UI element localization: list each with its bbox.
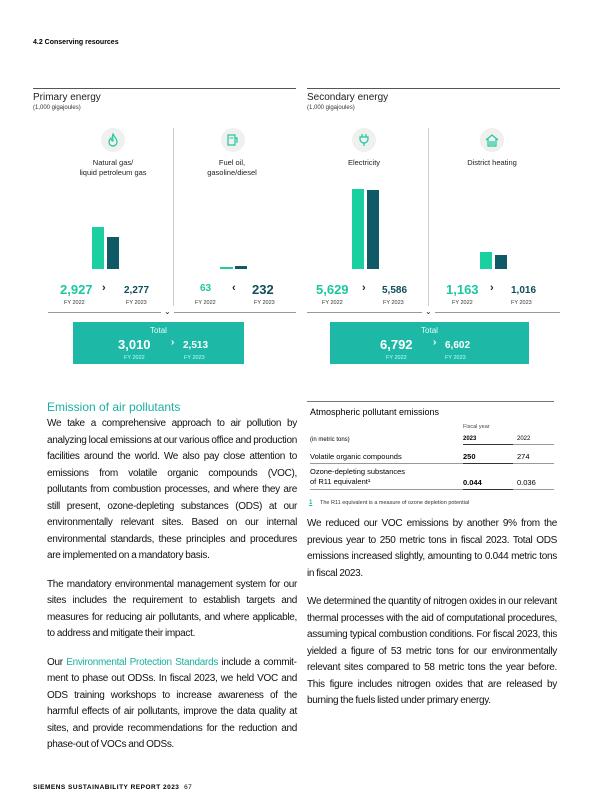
pollutant-table: (in metric tons) 2023 2022 Volatile orga… bbox=[310, 434, 554, 490]
comparison-arrow: ‹ bbox=[232, 282, 236, 294]
fy-label: FY 2022 bbox=[124, 355, 145, 361]
divider bbox=[173, 128, 174, 306]
fy-label: FY 2023 bbox=[511, 300, 532, 306]
panel-title: Secondary energy bbox=[307, 92, 389, 103]
total-fy2023: 6,602 bbox=[445, 340, 471, 351]
bar-fy2022 bbox=[92, 227, 104, 269]
table-header-row: (in metric tons) 2023 2022 bbox=[310, 434, 554, 445]
total-label: Total bbox=[150, 326, 167, 335]
total-label: Total bbox=[421, 326, 438, 335]
footnote: The R11 equivalent is a measure of ozone… bbox=[320, 500, 470, 506]
fy-label: FY 2022 bbox=[452, 300, 473, 306]
house-heating-icon bbox=[480, 128, 504, 152]
paragraph: Our Environmental Protection Standards i… bbox=[47, 655, 297, 754]
category-label: District heating bbox=[467, 158, 517, 167]
comparison-arrow: › bbox=[490, 282, 494, 294]
bar-fy2023 bbox=[235, 265, 247, 269]
right-column: We reduced our VOC emissions by another … bbox=[307, 516, 557, 722]
comparison-arrow: › bbox=[171, 337, 175, 348]
value-2022: 274 bbox=[513, 444, 554, 464]
fuel-pump-icon bbox=[221, 128, 245, 152]
left-column: We take a comprehensive approach to air … bbox=[47, 416, 297, 766]
footer: SIEMENS SUSTAINABILITY REPORT 2023 67 bbox=[33, 784, 192, 792]
chevron-down-icon: ⌄ bbox=[161, 308, 174, 316]
fy-label: FY 2023 bbox=[184, 355, 205, 361]
text: include a commit­ment to phase out ODSs.… bbox=[47, 656, 297, 751]
bar-fy2022 bbox=[220, 267, 233, 269]
fy-label: FY 2023 bbox=[383, 300, 404, 306]
bar-fy2022 bbox=[352, 189, 364, 269]
row-label: Ozone-depleting substances of R11 equiva… bbox=[310, 463, 463, 490]
environmental-standards-link[interactable]: Environmental Protection Standards bbox=[66, 656, 219, 668]
bar-fy2023 bbox=[367, 189, 379, 269]
paragraph: We determined the quantity of nitrogen o… bbox=[307, 596, 557, 706]
value-2023: 250 bbox=[463, 444, 513, 464]
comparison-arrow: › bbox=[362, 282, 366, 294]
value-fy2022: 2,927 bbox=[60, 282, 93, 297]
secondary-total-box: Total 6,792 › 6,602 FY 2022 FY 2023 bbox=[330, 322, 529, 364]
panel-unit: (1,000 gigajoules) bbox=[33, 105, 81, 111]
value-2023: 0.044 bbox=[463, 463, 513, 490]
category-label: Fuel oil, gasoline/diesel bbox=[207, 158, 257, 177]
chevron-down-icon: ⌄ bbox=[422, 308, 435, 316]
section-title: 4.2 Conserving resources bbox=[33, 39, 119, 46]
fy-label: FY 2022 bbox=[386, 355, 407, 361]
total-fy2023: 2,513 bbox=[183, 340, 209, 351]
unit-header: (in metric tons) bbox=[310, 436, 350, 443]
fy-label: FY 2023 bbox=[126, 300, 147, 306]
footnote-number[interactable]: 1 bbox=[309, 500, 313, 506]
fy-label: FY 2023 bbox=[445, 355, 466, 361]
flame-icon bbox=[101, 128, 125, 152]
primary-total-box: Total 3,010 › 2,513 FY 2022 FY 2023 bbox=[73, 322, 244, 364]
paragraph: The mandatory environmental management s… bbox=[47, 578, 297, 640]
col-header-2023: 2023 bbox=[463, 434, 513, 445]
col-header-2022: 2022 bbox=[513, 434, 554, 445]
total-fy2022: 6,792 bbox=[380, 337, 413, 352]
total-fy2022: 3,010 bbox=[118, 337, 151, 352]
fy-label: FY 2023 bbox=[254, 300, 275, 306]
page-number: 67 bbox=[184, 784, 193, 791]
value-fy2023: 5,586 bbox=[382, 285, 408, 296]
paragraph: We take a comprehensive approach to air … bbox=[47, 418, 297, 561]
bar-fy2022 bbox=[480, 252, 492, 269]
comparison-arrow: › bbox=[433, 337, 437, 348]
table-group-header: Fiscal year bbox=[463, 424, 490, 430]
bar-fy2023 bbox=[495, 254, 507, 269]
table-row: Volatile organic compounds 250 274 bbox=[310, 444, 554, 464]
fy-label: FY 2022 bbox=[195, 300, 216, 306]
divider bbox=[307, 401, 554, 402]
comparison-arrow: › bbox=[102, 282, 106, 294]
bar-area bbox=[0, 0, 600, 269]
panel-unit: (1,000 gigajoules) bbox=[307, 105, 355, 111]
table-title: Atmospheric pollutant emissions bbox=[310, 407, 440, 417]
table-row: Ozone-depleting substances of R11 equiva… bbox=[310, 463, 554, 490]
paragraph: We reduced our VOC emissions by another … bbox=[307, 518, 557, 579]
value-fy2023: 1,016 bbox=[511, 285, 537, 296]
category-label: Electricity bbox=[347, 158, 381, 167]
value-2022: 0.036 bbox=[513, 463, 554, 490]
divider bbox=[307, 88, 560, 89]
value-fy2022: 63 bbox=[200, 283, 212, 294]
secondary-energy-header: Secondary energy (1,000 gigajoules) bbox=[307, 92, 388, 111]
fy-label: FY 2022 bbox=[322, 300, 343, 306]
divider bbox=[33, 88, 296, 89]
fy-label: FY 2022 bbox=[64, 300, 85, 306]
primary-energy-header: Primary energy (1,000 gigajoules) bbox=[33, 92, 101, 111]
text: Our bbox=[47, 656, 67, 668]
divider bbox=[428, 128, 429, 306]
row-label: Volatile organic compounds bbox=[310, 444, 463, 464]
value-fy2023: 232 bbox=[252, 282, 274, 297]
value-fy2022: 5,629 bbox=[316, 282, 349, 297]
section-heading: Emission of air pollutants bbox=[47, 400, 181, 414]
bar-fy2023 bbox=[107, 236, 119, 269]
plug-icon bbox=[352, 128, 376, 152]
category-label: Natural gas/ liquid petroleum gas bbox=[79, 158, 147, 177]
panel-title: Primary energy bbox=[33, 92, 101, 103]
report-name: SIEMENS SUSTAINABILITY REPORT 2023 bbox=[33, 784, 180, 791]
value-fy2022: 1,163 bbox=[446, 282, 479, 297]
value-fy2023: 2,277 bbox=[124, 285, 150, 296]
